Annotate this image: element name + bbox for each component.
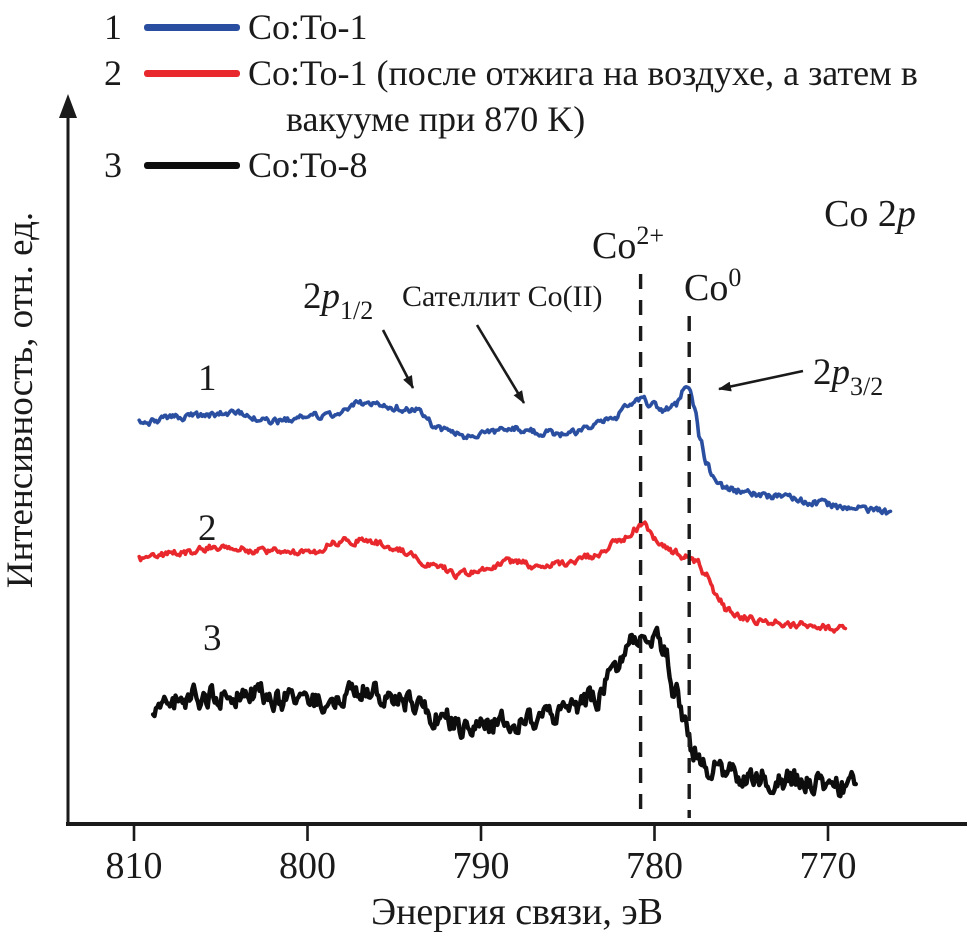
co0-base: Co [684, 267, 728, 309]
legend-label-3: Co:To-8 [248, 145, 368, 185]
co2plus-base: Co [592, 225, 636, 267]
legend-index-2: 2 [104, 53, 122, 93]
legend-item-1: 1 Co:To-1 [104, 4, 971, 50]
curve-3 [150, 625, 858, 799]
legend-item-2: 2 Co:To-1 (после отжига на воздухе, а за… [104, 50, 971, 142]
co0-superscript: 0 [728, 263, 741, 292]
x-tick-label: 780 [626, 845, 683, 887]
region-label-italic: p [894, 193, 916, 235]
reference-dashed-lines [638, 274, 691, 818]
region-label-base: Co 2 [824, 193, 897, 235]
annotation-co2plus: Co2+ [592, 221, 664, 267]
legend: 1 Co:To-1 2 Co:To-1 (после отжига на воз… [104, 4, 971, 188]
legend-line-swatch-red [144, 70, 240, 77]
arrow-satellite-icon [475, 324, 526, 404]
p12-subscript: 1/2 [340, 296, 373, 325]
x-tick-label: 790 [453, 845, 510, 887]
p32-subscript: 3/2 [850, 372, 883, 401]
x-axis-line [66, 822, 967, 826]
p12-num: 2 [303, 276, 322, 317]
y-axis-label: Интенсивность, отн. ед. [0, 212, 41, 588]
spectra-curves [137, 385, 893, 799]
p12-p-italic: p [319, 276, 341, 317]
legend-label-2: Co:To-1 (после отжига на воздухе, а зате… [248, 53, 918, 139]
x-tick-label: 810 [106, 845, 163, 887]
legend-index-3: 3 [104, 145, 122, 185]
curve-1 [137, 385, 893, 516]
p32-p-italic: p [829, 352, 851, 393]
x-axis-ticks: 810 800 790 780 770 [106, 826, 857, 887]
arrow-2p12-icon [381, 329, 415, 389]
curve-label-2: 2 [198, 508, 217, 549]
arrow-2p32-icon [718, 369, 804, 392]
region-label-co2p: Co 2p [824, 193, 916, 235]
legend-item-3: 3 Co:To-8 [104, 142, 971, 188]
legend-line-swatch-black [144, 162, 240, 169]
x-tick-label: 770 [800, 845, 857, 887]
p32-num: 2 [813, 352, 832, 393]
legend-label-1: Co:To-1 [248, 7, 368, 47]
curve-label-1: 1 [198, 358, 217, 399]
annotation-satellite: Сателлит Co(II) [402, 280, 603, 313]
y-axis-arrowhead-icon [59, 94, 77, 118]
legend-index-1: 1 [104, 7, 122, 47]
annotation-2p12: 2p1/2 [303, 276, 373, 325]
annotation-co0: Co0 [684, 263, 741, 309]
x-tick-label: 800 [279, 845, 336, 887]
annotation-2p32: 2p3/2 [813, 352, 883, 401]
legend-line-swatch-blue [144, 24, 240, 31]
co2plus-superscript: 2+ [636, 221, 664, 250]
curve-2 [137, 520, 848, 634]
curve-label-3: 3 [203, 618, 222, 659]
x-axis-label: Энергия связи, эВ [371, 891, 663, 933]
